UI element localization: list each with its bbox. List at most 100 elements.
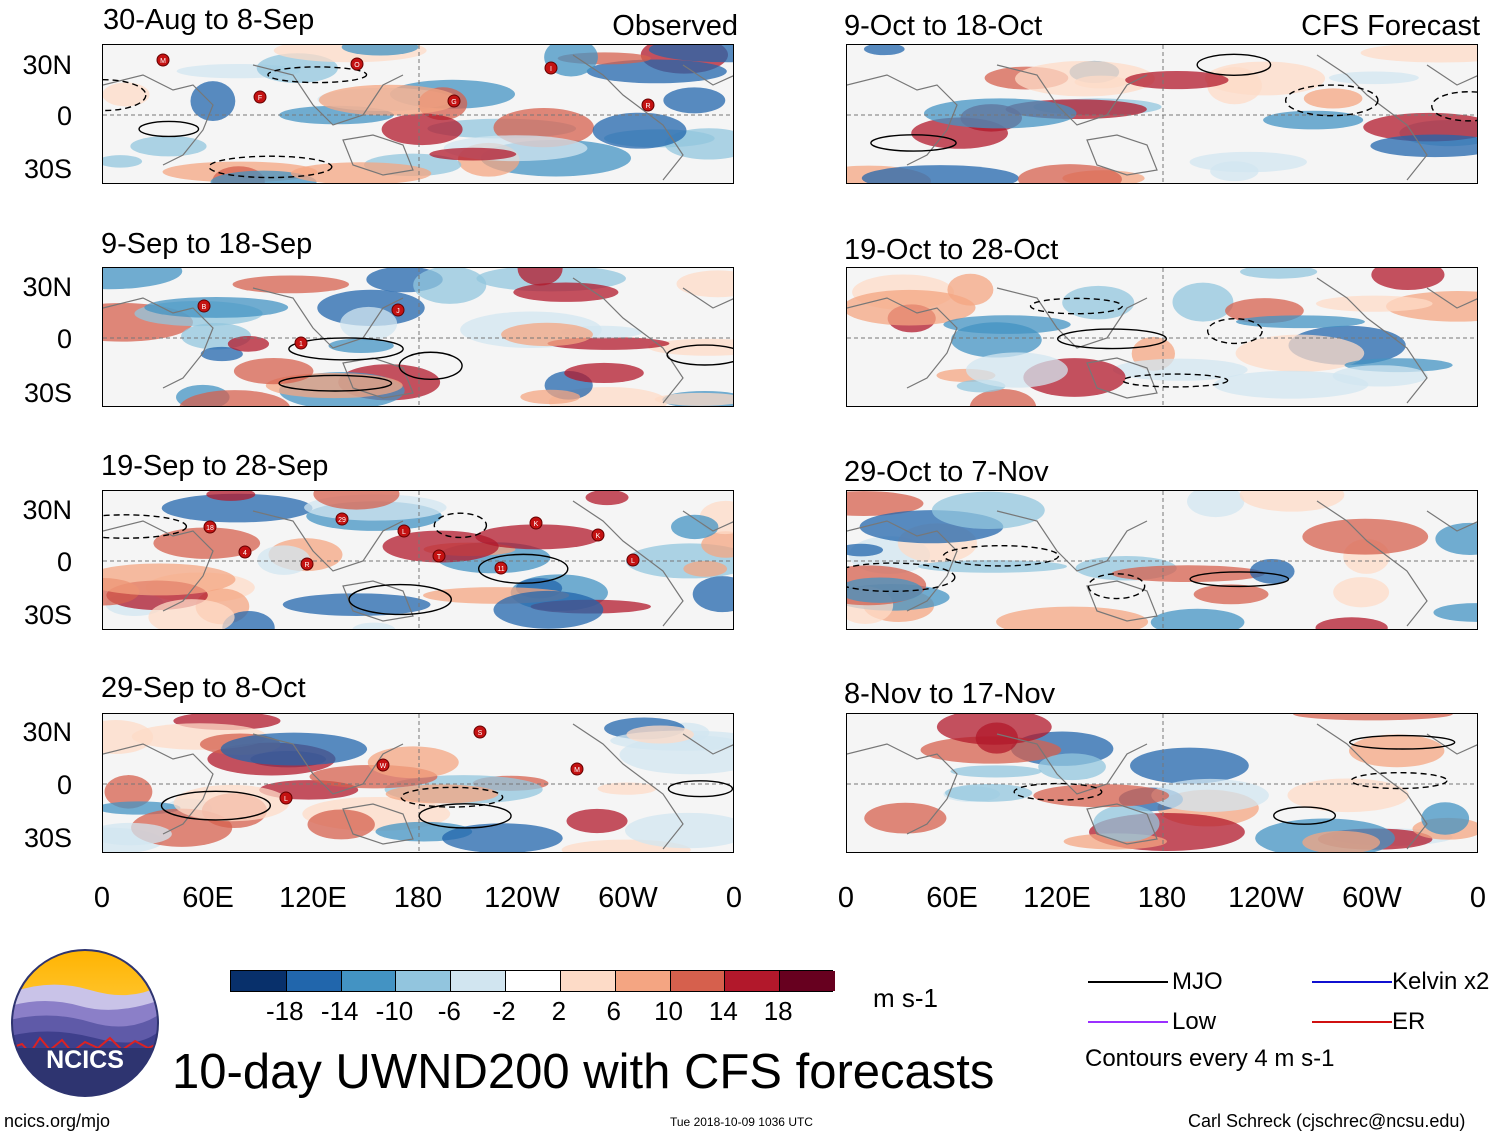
lon-label-left-60w: 60W: [598, 882, 658, 914]
forecast-map-panel-1: [846, 44, 1478, 184]
observed-map-4-field: L W S M: [103, 714, 733, 852]
colorbar-cell: [505, 971, 562, 991]
colorbar-tick-label: 14: [708, 996, 738, 1026]
storm-marker-label: 29: [338, 517, 346, 524]
anomaly-blob: [1316, 295, 1433, 312]
anomaly-blob: [1210, 161, 1259, 182]
coastline: [996, 64, 1148, 126]
anomaly-blob: [307, 809, 375, 840]
coastline: [342, 803, 414, 845]
coastline: [682, 287, 733, 309]
anomaly-blob: [103, 822, 172, 846]
storm-marker-label: T: [437, 554, 442, 561]
storm-marker-label: J: [396, 308, 400, 315]
colorbar-cell: [285, 971, 343, 991]
coastline: [1426, 287, 1477, 309]
anomaly-blob: [144, 297, 289, 318]
mjo-contour: [1087, 573, 1146, 600]
anomaly-blob: [683, 560, 728, 577]
anomaly-blob: [847, 289, 976, 326]
mjo-contour: [1349, 734, 1456, 750]
mjo-contour: [477, 553, 569, 584]
colorbar-cell: [724, 971, 781, 991]
coastline: [847, 297, 958, 389]
mjo-legend-line: [1088, 981, 1168, 983]
mjo-contour: [847, 562, 956, 593]
observed-map-1-field: M F O G I R: [103, 45, 733, 183]
forecast-panel-2-title: 19-Oct to 28-Oct: [844, 234, 1059, 266]
footer-url[interactable]: ncics.org/mjo: [4, 1111, 111, 1131]
storm-marker: O: [350, 57, 364, 71]
anomaly-blob: [161, 493, 313, 523]
coastline: [847, 743, 958, 835]
anomaly-blob: [671, 514, 719, 540]
lon-label-left-60e: 60E: [182, 882, 234, 914]
anomaly-blob: [1125, 70, 1229, 90]
coastline: [252, 64, 404, 126]
anomaly-blob: [626, 725, 694, 744]
storm-marker-label: F: [258, 95, 262, 102]
mjo-contour: [160, 790, 272, 821]
anomaly-blob: [179, 390, 290, 406]
storm-marker: W: [376, 758, 390, 772]
colorbar-cell: [340, 971, 397, 991]
anomaly-blob: [1303, 88, 1363, 109]
lon-label-right-60w: 60W: [1342, 882, 1402, 914]
colorbar-ticks: -18 -14 -10 -6 -2 2 6 10 14 18: [230, 998, 833, 1028]
anomaly-blob: [1062, 285, 1135, 320]
anomaly-blob: [103, 268, 183, 290]
coastline: [103, 74, 214, 166]
coastline: [682, 733, 733, 755]
coastline: [1086, 134, 1158, 176]
anomaly-blob: [148, 599, 235, 629]
storm-marker-label: G: [451, 99, 456, 106]
storm-marker-label: 1: [299, 341, 303, 348]
colorbar-cell: [669, 971, 726, 991]
anomaly-blob: [864, 802, 947, 834]
anomaly-blob: [861, 165, 1019, 183]
anomaly-blob: [1193, 584, 1269, 605]
storm-marker-label: B: [202, 304, 207, 311]
storm-marker: K: [529, 516, 543, 530]
coastline: [996, 733, 1148, 795]
anomaly-blob: [222, 610, 275, 629]
storm-marker-label: K: [596, 533, 601, 540]
anomaly-blob: [586, 59, 727, 84]
logo-text: NCICS: [46, 1046, 124, 1074]
observed-map-2-field: B 1 J: [103, 268, 733, 406]
anomaly-blob: [863, 45, 905, 56]
anomaly-blob: [1433, 603, 1477, 622]
colorbar-tick-label: -10: [375, 996, 414, 1026]
coastline: [252, 287, 404, 349]
colorbar-tick-label: -2: [492, 996, 516, 1026]
lat-label-0-row2: 0: [56, 324, 72, 354]
lat-label-0-row4: 0: [56, 770, 72, 800]
anomaly-blob: [227, 335, 270, 352]
anomaly-blob: [190, 81, 236, 122]
colorbar-units: m s-1: [873, 983, 938, 1013]
anomaly-blob: [1263, 110, 1364, 130]
anomaly-blob: [1033, 784, 1170, 808]
coastline: [1316, 54, 1428, 181]
forecast-label: CFS Forecast: [1301, 10, 1480, 42]
storm-marker-label: M: [160, 58, 166, 65]
anomaly-blob: [341, 45, 419, 56]
storm-marker: M: [570, 762, 584, 776]
anomaly-blob: [385, 784, 499, 804]
footer-timestamp: Tue 2018-10-09 1036 UTC: [670, 1115, 813, 1129]
storm-marker-label: I: [550, 66, 552, 73]
lon-label-left-120e: 120E: [279, 882, 347, 914]
forecast-panel-1-title: 9-Oct to 18-Oct: [844, 10, 1043, 42]
anomaly-blob: [103, 155, 143, 168]
colorbar-cell: [614, 971, 672, 991]
anomaly-blob: [996, 606, 1149, 629]
anomaly-blob: [1333, 577, 1390, 608]
low-legend-line: [1088, 1021, 1168, 1023]
anomaly-blob: [513, 282, 619, 302]
storm-marker: K: [591, 528, 605, 542]
anomaly-blob: [318, 84, 459, 116]
anomaly-blob: [1213, 370, 1369, 399]
coastline: [682, 510, 733, 532]
coastline: [1316, 277, 1428, 404]
lon-label-right-120e: 120E: [1023, 882, 1091, 914]
